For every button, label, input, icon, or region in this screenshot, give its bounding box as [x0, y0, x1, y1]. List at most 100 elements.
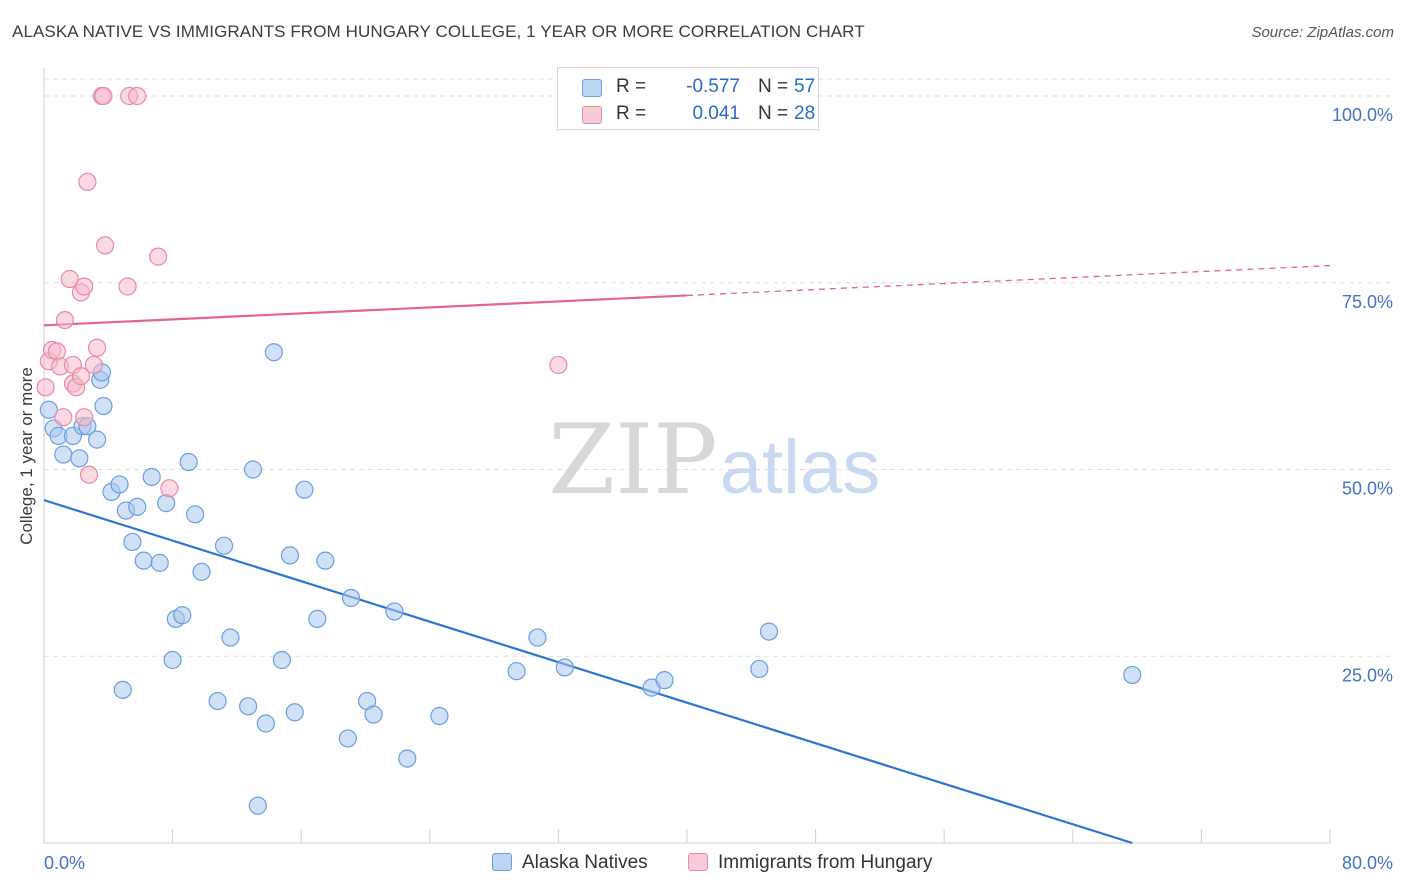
hungary-point [47, 342, 66, 361]
hungary-point [75, 408, 94, 427]
alaska-native-point [280, 546, 300, 565]
hungary-point [160, 479, 179, 498]
hungary-point [87, 338, 107, 357]
alaska-native-point [163, 650, 182, 670]
alaska-native-point [316, 551, 335, 570]
alaska-native-point [341, 588, 361, 608]
alaska-native-point [430, 706, 449, 726]
alaska-native-point [248, 796, 267, 815]
alaska-native-point [173, 606, 192, 625]
alaska-native-point [295, 480, 314, 499]
hungary-point [549, 355, 568, 375]
alaska-native-point [264, 343, 283, 362]
alaska-native-point [221, 628, 240, 647]
hungary-point [149, 247, 168, 266]
alaska-native-point [134, 551, 153, 570]
hungary-point [71, 367, 91, 386]
correlation-legend: R = -0.577 N = 57 R = 0.041 N = 28 [557, 67, 819, 130]
legend-r-value: -0.577 [686, 76, 740, 97]
hungary-point [79, 465, 99, 484]
hungary-point [94, 86, 113, 106]
alaska-native-point [398, 749, 417, 768]
alaska-native-point [528, 628, 547, 647]
bottom-legend-label: Alaska Natives [522, 852, 648, 873]
alaska-native-point [750, 659, 769, 679]
y-tick-label: 25.0% [1342, 665, 1393, 685]
hungary-point [55, 311, 74, 330]
legend-n-label: N = [758, 103, 789, 124]
alaska-native-point [555, 658, 574, 677]
alaska-native-point [157, 494, 176, 513]
alaska-native-point [385, 602, 404, 621]
hungary-point [75, 277, 94, 296]
source-credit: Source: ZipAtlas.com [1251, 24, 1394, 41]
x-tick-labels: 0.0% 80.0% [44, 853, 1393, 873]
alaska-native-point [150, 553, 169, 572]
alaska-native-point [70, 449, 89, 468]
alaska-native-point [123, 532, 142, 552]
hungary-point [95, 236, 115, 255]
hungary-point [118, 277, 137, 296]
data-points [36, 86, 1142, 815]
alaska-native-point [364, 705, 383, 724]
hungary-point [60, 269, 79, 289]
legend-r-label: R = [616, 103, 647, 124]
bottom-legend-swatch-pink [688, 853, 708, 871]
bottom-legend-label: Immigrants from Hungary [718, 852, 933, 873]
watermark-atlas: atlas [720, 425, 881, 510]
alaska-native-point [308, 609, 327, 629]
axes [43, 68, 1331, 844]
alaska-native-point [507, 662, 526, 681]
alaska-native-point [186, 505, 205, 524]
x-tick-label: 80.0% [1342, 853, 1393, 873]
legend-n-value: 57 [794, 76, 816, 97]
alaska-native-point [110, 475, 129, 494]
alaska-native-point [39, 400, 58, 419]
alaska-native-point [1123, 665, 1142, 685]
alaska-native-point [179, 452, 198, 472]
alaska-native-point [272, 650, 292, 670]
grid-lines [44, 78, 1394, 657]
hungary-point [36, 378, 55, 397]
alaska-native-point [113, 680, 132, 699]
alaska-native-point [239, 697, 258, 716]
legend-swatch-blue [582, 79, 602, 97]
alaska-native-point [208, 691, 227, 711]
watermark: ZIP atlas [548, 404, 880, 516]
hungary-point [54, 408, 73, 427]
y-tick-label: 50.0% [1342, 479, 1393, 499]
alaska-native-point [338, 729, 357, 748]
alaska-native-point [214, 536, 234, 555]
legend-r-value: 0.041 [692, 103, 740, 124]
hungary-point [78, 172, 97, 192]
alaska-native-point [243, 460, 263, 479]
y-tick-label: 100.0% [1332, 105, 1393, 125]
chart-title: ALASKA NATIVE VS IMMIGRANTS FROM HUNGARY… [12, 22, 865, 41]
alaska-native-point [256, 714, 275, 733]
x-tick-label: 0.0% [44, 853, 85, 873]
legend-n-label: N = [758, 76, 789, 97]
alaska-native-point [128, 497, 147, 516]
hungary-point [84, 355, 103, 375]
watermark-zip: ZIP [548, 404, 717, 516]
alaska-native-point [192, 562, 211, 581]
bottom-legend-alaska-natives: Alaska Natives [492, 852, 648, 874]
trend-line [686, 264, 1331, 297]
alaska-native-point [142, 467, 161, 487]
y-tick-label: 75.0% [1342, 292, 1393, 312]
alaska-native-point [759, 622, 779, 641]
legend-r-label: R = [616, 76, 647, 97]
alaska-native-point [87, 430, 107, 449]
alaska-native-point [285, 703, 304, 722]
trend-lines [43, 264, 1331, 845]
hungary-point [128, 86, 147, 106]
legend-swatch-pink [582, 106, 602, 124]
alaska-native-point [655, 671, 674, 690]
alaska-native-point [54, 445, 73, 464]
trend-line [43, 499, 1133, 845]
trend-line [43, 294, 688, 327]
legend-n-value: 28 [794, 103, 816, 124]
alaska-native-point [94, 396, 113, 416]
bottom-legend-swatch-blue [492, 853, 512, 871]
